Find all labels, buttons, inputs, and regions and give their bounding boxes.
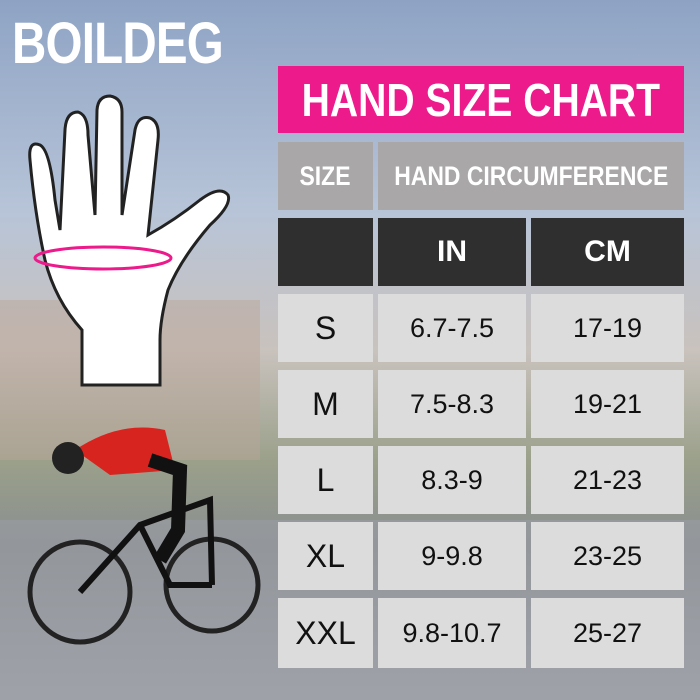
inch-cell: 6.7-7.5 (378, 294, 526, 362)
size-cell: XL (278, 522, 373, 590)
size-header: SIZE (278, 142, 373, 210)
cm-cell: 25-27 (531, 598, 684, 668)
brand: BOILDEG (12, 11, 224, 76)
title-text: HAND SIZE CHART (301, 73, 661, 126)
empty-header-cell (278, 218, 373, 286)
size-cell: L (278, 446, 373, 514)
header-text: HAND CIRCUMFERENCE (393, 160, 669, 191)
size-cell: S (278, 294, 373, 362)
size-cell: M (278, 370, 373, 438)
chart-title: HAND SIZE CHART (278, 66, 684, 133)
unit-header: CM (531, 218, 684, 286)
inch-cell: 8.3-9 (378, 446, 526, 514)
unit-header: IN (378, 218, 526, 286)
header-text: SIZE (299, 160, 351, 191)
inch-cell: 7.5-8.3 (378, 370, 526, 438)
inch-cell: 9-9.8 (378, 522, 526, 590)
cm-cell: 19-21 (531, 370, 684, 438)
inch-cell: 9.8-10.7 (378, 598, 526, 668)
cm-cell: 23-25 (531, 522, 684, 590)
cm-cell: 17-19 (531, 294, 684, 362)
circumference-header: HAND CIRCUMFERENCE (378, 142, 684, 210)
size-cell: XXL (278, 598, 373, 668)
cm-cell: 21-23 (531, 446, 684, 514)
